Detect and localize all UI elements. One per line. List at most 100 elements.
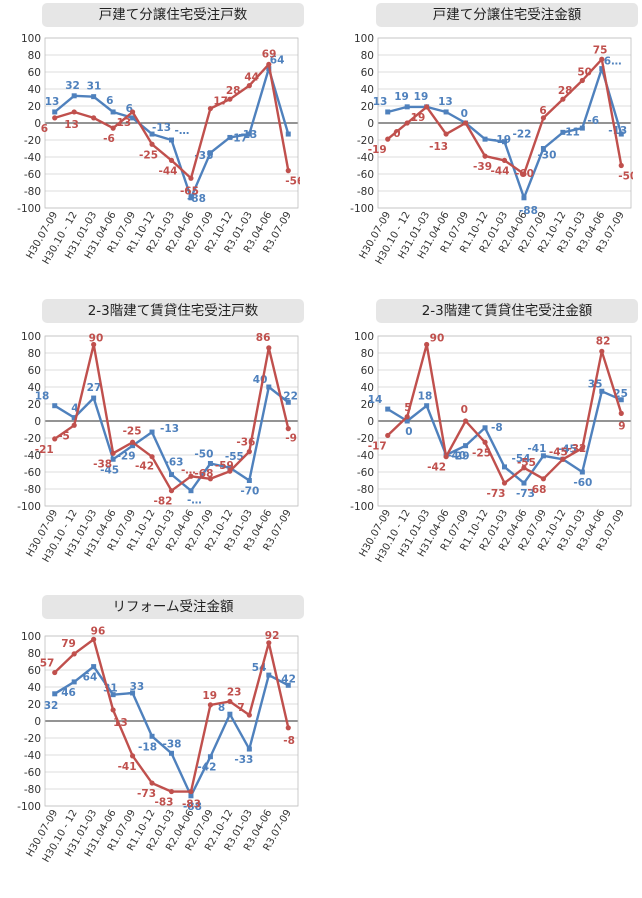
- data-point: [521, 171, 527, 177]
- y-tick-label: 20: [361, 399, 374, 411]
- data-point: [462, 120, 469, 126]
- data-label: -65: [180, 185, 199, 197]
- y-tick-label: -80: [357, 484, 374, 496]
- data-point: [385, 406, 391, 412]
- data-label: -45: [549, 446, 568, 458]
- line-chart: 100806040200-20-40-60-80-100H30.07-09H30…: [17, 625, 299, 864]
- y-tick-label: -20: [357, 433, 374, 445]
- data-point: [149, 454, 155, 460]
- data-label: -68: [527, 484, 546, 496]
- data-point: [227, 134, 233, 140]
- data-label: -59: [215, 460, 234, 472]
- data-point: [52, 669, 58, 676]
- data-point: [130, 443, 136, 449]
- data-label: -38: [163, 738, 182, 750]
- data-point: [71, 415, 77, 421]
- data-label: -50: [618, 171, 633, 183]
- y-tick-label: -40: [24, 750, 41, 762]
- data-point: [540, 453, 546, 459]
- data-point: [246, 478, 252, 483]
- y-tick-label: -20: [24, 733, 41, 745]
- data-label: -41: [118, 761, 137, 773]
- data-label: 27: [87, 382, 102, 394]
- y-tick-label: -20: [24, 433, 41, 445]
- data-label: -55: [517, 457, 536, 469]
- data-point: [207, 150, 213, 156]
- y-tick-label: 60: [28, 365, 41, 377]
- data-point: [285, 131, 291, 137]
- series-line-1: [54, 665, 289, 798]
- y-tick-label: 100: [21, 33, 41, 45]
- data-point: [521, 480, 527, 486]
- y-tick-label: 80: [361, 50, 374, 62]
- y-tick-label: -60: [357, 169, 374, 181]
- data-point: [246, 131, 252, 137]
- data-point: [188, 473, 194, 479]
- data-point: [207, 476, 214, 482]
- data-label: 40: [253, 374, 268, 386]
- data-label: 19: [202, 690, 217, 702]
- y-tick-label: 100: [354, 33, 374, 45]
- data-label: 44: [244, 72, 259, 84]
- data-label: 57: [40, 658, 55, 670]
- data-label: 46: [61, 687, 76, 699]
- data-point: [169, 750, 174, 756]
- data-label: -83: [155, 797, 174, 809]
- data-point: [71, 422, 77, 428]
- data-point: [71, 109, 77, 115]
- data-label: 19: [414, 91, 429, 103]
- data-label: 13: [117, 117, 132, 129]
- data-label: 75: [593, 44, 608, 56]
- plot-area: [44, 335, 299, 507]
- data-point: [207, 105, 214, 112]
- data-label: -6: [587, 115, 599, 127]
- data-label: -25: [123, 425, 142, 437]
- line-chart: 100806040200-20-40-60-80-100H30.07-09H30…: [350, 33, 633, 266]
- data-label: 22: [283, 390, 298, 402]
- data-point: [285, 168, 291, 174]
- data-point: [502, 464, 507, 470]
- data-label: 18: [418, 391, 433, 403]
- data-label: 50: [577, 67, 592, 79]
- data-label: -38: [93, 458, 112, 470]
- data-point: [110, 456, 116, 462]
- data-label: 28: [226, 85, 241, 97]
- data-label: 64: [83, 672, 98, 684]
- data-label: 17: [213, 96, 228, 108]
- data-point: [560, 96, 566, 102]
- data-label: -8: [491, 422, 503, 434]
- data-point: [169, 472, 174, 478]
- data-label: 0: [393, 128, 400, 140]
- data-point: [462, 418, 469, 424]
- data-label: -9: [285, 433, 297, 445]
- data-point: [404, 418, 410, 424]
- data-point: [285, 399, 291, 405]
- y-tick-label: 100: [21, 331, 41, 343]
- data-point: [227, 468, 233, 474]
- chart-title: 戸建て分譲住宅受注金額: [376, 3, 638, 27]
- y-tick-label: -60: [24, 467, 41, 479]
- data-point: [618, 397, 624, 403]
- data-label: -6: [103, 133, 115, 145]
- y-tick-label: 0: [34, 118, 41, 130]
- data-label: -30: [537, 150, 556, 162]
- data-point: [246, 449, 252, 455]
- data-label: 31: [87, 81, 102, 93]
- data-label: 90: [430, 333, 445, 345]
- data-point: [482, 153, 488, 159]
- data-label: -60: [573, 477, 592, 489]
- data-point: [188, 488, 194, 494]
- y-tick-label: 20: [28, 399, 41, 411]
- data-point: [110, 692, 116, 698]
- data-label: 33: [130, 681, 145, 693]
- data-point: [52, 109, 58, 115]
- y-tick-label: 40: [361, 382, 374, 394]
- data-label: 69: [262, 48, 277, 60]
- data-point: [149, 131, 155, 137]
- data-point: [618, 131, 624, 137]
- data-point: [110, 707, 116, 713]
- data-point: [560, 129, 566, 135]
- y-tick-label: 80: [28, 50, 41, 62]
- chart-title: 2-3階建て賃貸住宅受注戸数: [42, 299, 304, 323]
- data-label: 14: [368, 394, 383, 406]
